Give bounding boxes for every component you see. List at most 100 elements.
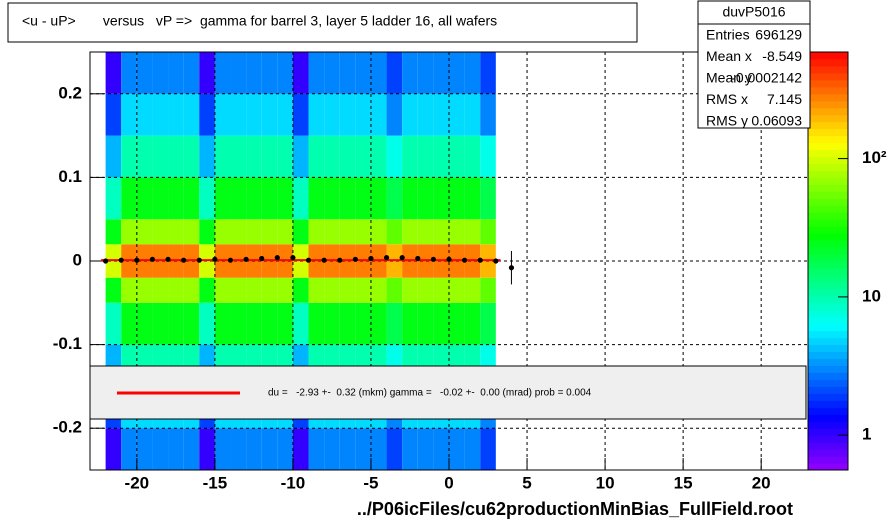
heat-cell xyxy=(214,177,231,220)
heat-cell xyxy=(417,52,434,94)
profile-point xyxy=(259,255,265,262)
heat-cell xyxy=(449,219,465,245)
heat-cell xyxy=(386,135,403,178)
heat-cell xyxy=(402,93,418,136)
heat-cell xyxy=(480,277,496,303)
heat-cell xyxy=(433,135,449,178)
heat-cell xyxy=(168,219,184,245)
heat-cell xyxy=(464,428,481,470)
heat-cell xyxy=(355,302,371,345)
heat-cell xyxy=(121,219,137,245)
heat-cell xyxy=(183,428,200,470)
profile-point xyxy=(477,257,483,263)
heat-cell xyxy=(105,302,122,345)
profile-point xyxy=(368,255,374,262)
heat-cell xyxy=(402,428,418,470)
colorbar-step xyxy=(808,198,848,206)
heat-cell xyxy=(121,52,137,94)
heat-cell xyxy=(136,93,153,136)
profile-point xyxy=(462,257,468,263)
stats-value: 696129 xyxy=(755,27,802,43)
profile-point xyxy=(290,255,296,261)
profile-point xyxy=(493,258,499,264)
colorbar-step xyxy=(808,372,848,380)
heat-cell xyxy=(199,302,215,345)
stats-value: -0.0002142 xyxy=(731,70,802,86)
profile-point xyxy=(134,257,140,263)
heat-cell xyxy=(261,277,278,303)
stats-label: Mean y xyxy=(706,70,752,86)
heat-cell xyxy=(324,428,340,470)
heat-cell xyxy=(292,219,309,245)
heat-cell xyxy=(292,428,309,470)
colorbar-step xyxy=(808,205,848,213)
heat-cell xyxy=(449,52,465,94)
profile-point xyxy=(212,256,218,262)
profile-point xyxy=(383,255,390,261)
heat-cell xyxy=(199,177,215,220)
colorbar-step xyxy=(808,428,848,436)
heat-cell xyxy=(214,93,231,136)
heat-cell xyxy=(152,219,169,245)
heat-cell xyxy=(230,177,247,220)
colorbar-step xyxy=(808,421,848,429)
heat-cell xyxy=(136,52,153,94)
heat-cell xyxy=(386,428,403,470)
heat-cell xyxy=(355,52,371,94)
heat-cell xyxy=(355,219,371,245)
heat-cell xyxy=(433,52,449,94)
heat-cell xyxy=(246,302,262,345)
profile-point xyxy=(196,257,202,263)
colorbar-step xyxy=(808,79,848,88)
colorbar-step xyxy=(808,65,848,74)
x-tick-label: -15 xyxy=(203,473,228,492)
heat-cell xyxy=(183,277,200,303)
heat-cell xyxy=(230,93,247,136)
profile-point xyxy=(337,257,343,263)
heat-cell xyxy=(464,219,481,245)
heat-cell xyxy=(417,219,434,245)
colorbar-step xyxy=(808,267,848,276)
heat-cell xyxy=(214,302,231,345)
heat-cell xyxy=(277,52,293,94)
colorbar-step xyxy=(808,351,848,360)
heat-cell xyxy=(183,177,200,220)
colorbar-step xyxy=(808,358,848,366)
colorbar-step xyxy=(808,156,848,164)
heat-cell xyxy=(480,219,496,245)
stats-label: RMS x xyxy=(706,91,748,107)
chart-title: <u - uP> versus vP => gamma for barrel 3… xyxy=(22,13,497,29)
heat-cell xyxy=(402,219,418,245)
colorbar-step xyxy=(808,302,848,311)
stats-label: RMS y xyxy=(706,113,748,129)
heat-cell xyxy=(339,93,356,136)
heat-cell xyxy=(277,277,293,303)
heat-cell xyxy=(152,428,169,470)
heat-cell xyxy=(214,277,231,303)
colorbar-step xyxy=(808,435,848,443)
heat-cell xyxy=(277,177,293,220)
heat-cell xyxy=(449,135,465,178)
heat-cell xyxy=(230,52,247,94)
colorbar-step xyxy=(808,400,848,408)
heat-cell xyxy=(370,302,387,345)
heat-cell xyxy=(370,52,387,94)
heat-cell xyxy=(386,93,403,136)
heat-cell xyxy=(370,177,387,220)
colorbar-step xyxy=(808,212,848,220)
heat-cell xyxy=(417,93,434,136)
colorbar-step xyxy=(808,393,848,401)
heat-cell xyxy=(308,277,325,303)
heat-cell xyxy=(121,177,137,220)
colorbar-step xyxy=(808,386,848,394)
heat-cell xyxy=(105,93,122,136)
heat-cell xyxy=(152,93,169,136)
colorbar-step xyxy=(808,407,848,415)
heat-cell xyxy=(464,302,481,345)
profile-point xyxy=(103,258,109,264)
heat-cell xyxy=(449,277,465,303)
heat-cell xyxy=(464,52,481,94)
heat-cell xyxy=(370,93,387,136)
heat-cell xyxy=(292,93,309,136)
